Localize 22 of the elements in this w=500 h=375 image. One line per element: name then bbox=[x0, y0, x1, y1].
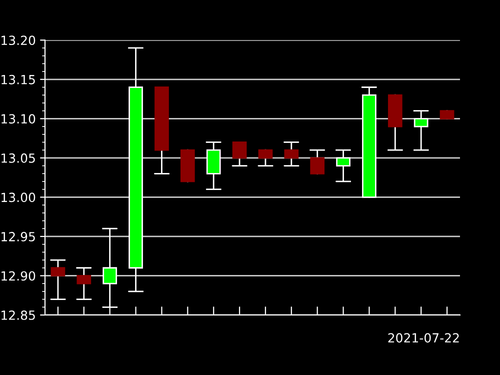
candlestick bbox=[50, 259, 66, 300]
y-tick-label: 13.15 bbox=[2, 74, 35, 84]
candlestick bbox=[310, 149, 326, 174]
y-tick-label: 13.10 bbox=[2, 114, 36, 124]
text: 2021-07-22 bbox=[388, 333, 459, 343]
candlestick bbox=[413, 110, 429, 151]
candlestick bbox=[284, 142, 300, 166]
candlestick bbox=[154, 86, 170, 174]
candlestick bbox=[362, 86, 377, 198]
y-tick-label: 13.00 bbox=[2, 192, 36, 202]
y-tick-label: 12.95 bbox=[2, 232, 35, 242]
candlestick bbox=[76, 267, 92, 300]
y-tick-label: 13.20 bbox=[2, 36, 36, 46]
candlestick bbox=[387, 94, 403, 151]
candlestick bbox=[206, 142, 222, 190]
candlestick bbox=[258, 149, 274, 166]
y-tick-label: 12.85 bbox=[2, 310, 35, 320]
candlestick bbox=[128, 47, 144, 292]
y-tick-label: 12.90 bbox=[2, 271, 36, 281]
candlestick bbox=[336, 149, 351, 182]
y-tick-label: 13.05 bbox=[2, 153, 35, 163]
candlestick bbox=[232, 142, 248, 166]
